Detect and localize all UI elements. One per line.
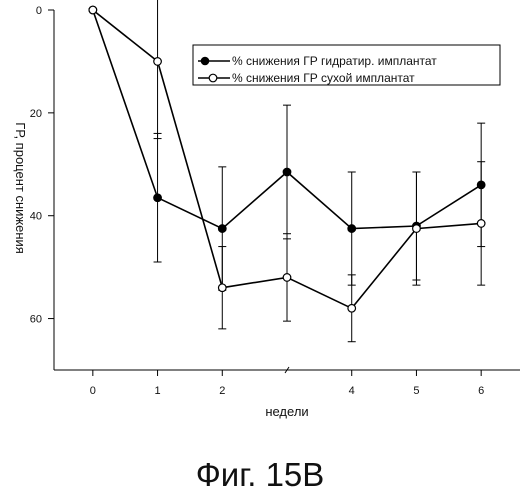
- data-point-dry: [477, 220, 485, 228]
- legend-label-hydrated: % снижения ГР гидратир. имплантат: [232, 54, 437, 68]
- data-point-hydrated: [218, 225, 226, 233]
- legend-marker-dry: [209, 74, 217, 82]
- x-tick-label: 6: [478, 385, 484, 397]
- y-tick-label: 20: [30, 108, 42, 120]
- x-tick-label: 2: [219, 385, 225, 397]
- data-point-dry: [283, 274, 291, 282]
- data-point-dry: [154, 58, 162, 66]
- data-point-dry: [413, 225, 421, 233]
- legend: % снижения ГР гидратир. имплантат % сниж…: [193, 45, 500, 85]
- data-point-hydrated: [348, 225, 356, 233]
- x-tick-label: 5: [413, 385, 419, 397]
- y-tick-label: 60: [30, 314, 42, 326]
- y-tick-label: 40: [30, 211, 42, 223]
- x-tick-label: 1: [154, 385, 160, 397]
- x-tick-label: 4: [349, 385, 355, 397]
- y-axis-title: ГР, процент снижения: [13, 122, 28, 254]
- figure-caption: Фиг. 15В: [196, 456, 325, 493]
- data-point-dry: [348, 304, 356, 312]
- x-axis-title: недели: [265, 404, 308, 419]
- y-tick-label: 0: [36, 5, 42, 17]
- data-point-hydrated: [283, 168, 291, 176]
- data-point-hydrated: [477, 181, 485, 189]
- legend-label-dry: % снижения ГР сухой имплантат: [232, 71, 415, 85]
- data-point-hydrated: [154, 194, 162, 202]
- data-point-dry: [218, 284, 226, 292]
- legend-marker-hydrated: [201, 57, 209, 65]
- data-point-dry: [89, 6, 97, 14]
- x-tick-label: 0: [90, 385, 96, 397]
